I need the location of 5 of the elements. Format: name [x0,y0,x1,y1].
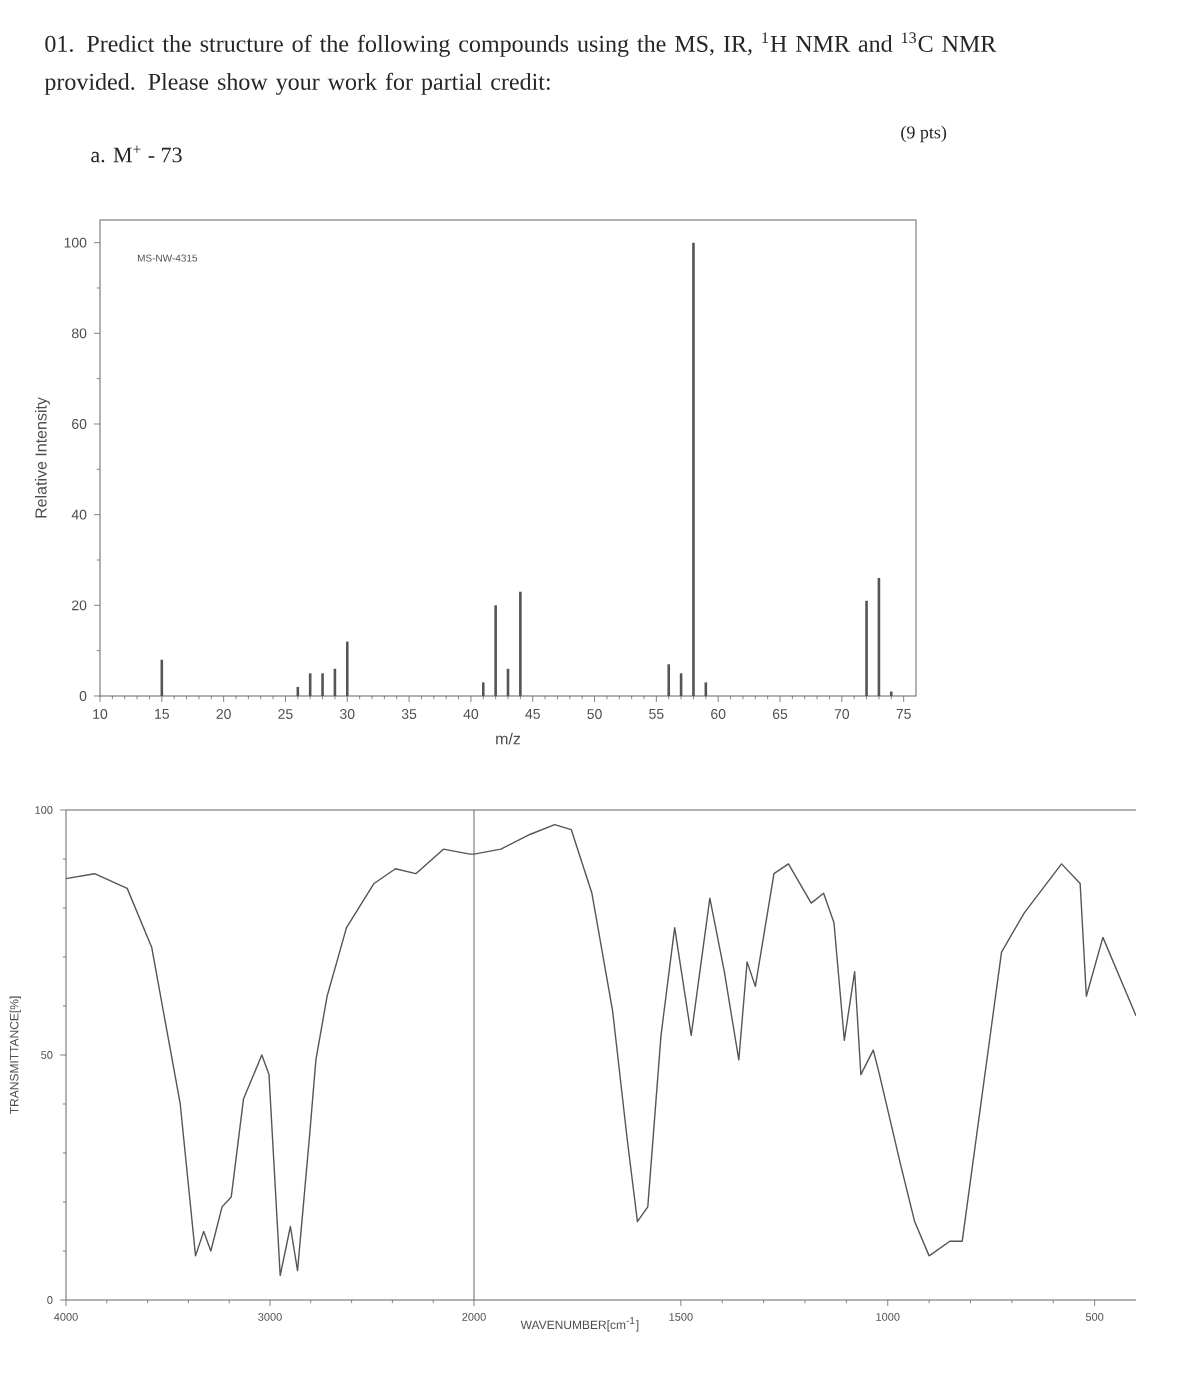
x-axis-title: m/z [496,732,521,745]
chart-title: 01. Predict the structure of the following compounds using the MS, IR, $^{1}$H NMR and $^{13}$C NMR provided. Please show your work for partial credit: [44,32,997,95]
y-axis-title: Relative Intensity [34,397,50,518]
chart-subtitle: a. M$^{+}$ - 73 [91,145,182,163]
text: (9 pts) [901,125,947,143]
